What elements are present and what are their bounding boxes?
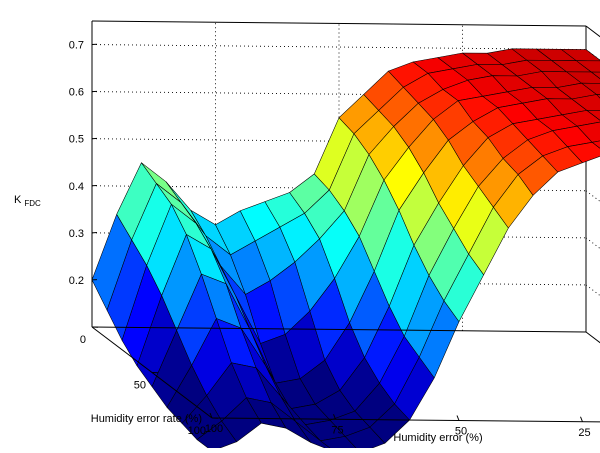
surface bbox=[92, 49, 600, 448]
y-tick-label: 100 bbox=[188, 425, 206, 437]
z-tick-label: 0.7 bbox=[69, 40, 84, 52]
x-tick-label: 25 bbox=[578, 427, 590, 439]
z-tick-label: 0.4 bbox=[69, 181, 84, 193]
z-tick-label: 0.5 bbox=[69, 134, 84, 146]
grid-line bbox=[586, 285, 600, 376]
x-axis-label: Humidity error (%) bbox=[393, 432, 482, 444]
grid-line bbox=[586, 238, 600, 329]
z-tick-label: 0.3 bbox=[69, 228, 84, 240]
y-axis-label: Humidity error rate (%) bbox=[91, 413, 202, 425]
box-edge bbox=[586, 332, 600, 423]
z-tick-label: 0.2 bbox=[69, 275, 84, 287]
x-tick bbox=[581, 417, 583, 422]
grid-line bbox=[586, 191, 600, 282]
y-tick-label: 50 bbox=[134, 380, 146, 392]
x-tick-label: 100 bbox=[205, 423, 223, 435]
z-tick-label: 0.6 bbox=[69, 87, 84, 99]
y-tick-label: 0 bbox=[80, 334, 86, 346]
x-tick-label: 75 bbox=[331, 424, 343, 436]
x-tick bbox=[457, 416, 459, 421]
